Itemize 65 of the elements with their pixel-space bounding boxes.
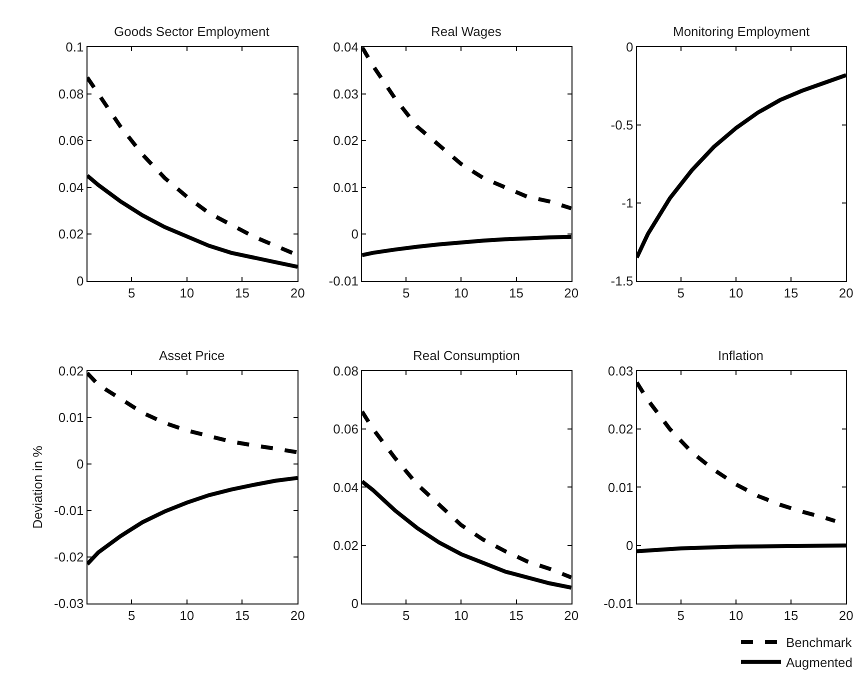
y-tick-label: 0.01 xyxy=(608,480,634,495)
y-tick-label: 0 xyxy=(626,538,634,553)
y-tick-label: 0 xyxy=(351,226,358,242)
x-tick-label: 20 xyxy=(290,285,305,300)
x-tick-label: 15 xyxy=(235,608,250,624)
x-tick-label: 10 xyxy=(180,608,194,624)
legend-label: Augmented xyxy=(786,654,852,670)
x-tick-label: 15 xyxy=(784,285,798,300)
y-tick-label: 0.08 xyxy=(333,363,358,378)
y-axis-title: Deviation in % xyxy=(30,445,45,529)
y-tick-label: 0.02 xyxy=(58,363,84,378)
y-tick-label: 0.06 xyxy=(58,133,84,148)
y-tick-label: 0.04 xyxy=(333,40,358,55)
chart-title: Asset Price xyxy=(159,348,225,363)
y-tick-label: 0.06 xyxy=(333,422,358,437)
x-tick-label: 15 xyxy=(235,285,250,300)
x-tick-label: 15 xyxy=(784,608,798,624)
x-tick-label: 10 xyxy=(728,608,744,624)
y-tick-label: -0.5 xyxy=(610,118,634,133)
legend-label: Benchmark xyxy=(786,635,852,650)
x-tick-label: 15 xyxy=(509,285,524,300)
x-tick-label: 10 xyxy=(454,608,468,624)
chart-title: Inflation xyxy=(718,348,764,363)
y-tick-label: 0.03 xyxy=(608,363,634,378)
y-tick-label: 0 xyxy=(626,40,634,55)
x-tick-label: 5 xyxy=(402,608,410,624)
x-tick-label: 20 xyxy=(564,285,579,300)
chart-title: Goods Sector Employment xyxy=(114,24,270,39)
chart-title: Monitoring Employment xyxy=(673,24,810,39)
x-tick-label: 20 xyxy=(564,608,579,624)
x-tick-label: 5 xyxy=(402,285,410,300)
y-tick-label: -0.02 xyxy=(54,550,84,565)
x-tick-label: 10 xyxy=(728,285,744,300)
y-tick-label: 0 xyxy=(351,596,358,612)
y-tick-label: -1.5 xyxy=(610,273,634,288)
x-tick-label: 10 xyxy=(180,285,194,300)
y-tick-label: 0.02 xyxy=(608,422,634,437)
x-tick-label: 10 xyxy=(454,285,468,300)
x-tick-label: 5 xyxy=(128,608,136,624)
y-tick-label: -0.03 xyxy=(54,596,84,612)
x-tick-label: 20 xyxy=(838,608,854,624)
x-tick-label: 20 xyxy=(838,285,854,300)
y-tick-label: 0.08 xyxy=(58,86,84,102)
y-tick-label: -1 xyxy=(622,195,634,210)
x-tick-label: 20 xyxy=(290,608,305,624)
y-tick-label: -0.01 xyxy=(604,596,634,612)
y-tick-label: 0.1 xyxy=(66,40,84,55)
y-tick-label: 0.02 xyxy=(58,226,84,242)
y-tick-label: 0 xyxy=(76,456,84,472)
y-tick-label: 0.01 xyxy=(58,410,84,425)
y-tick-label: -0.01 xyxy=(328,273,358,288)
y-tick-label: 0.04 xyxy=(333,480,358,495)
chart-title: Real Consumption xyxy=(413,348,520,363)
y-tick-label: 0.03 xyxy=(333,86,358,102)
x-tick-label: 5 xyxy=(677,285,684,300)
x-tick-label: 5 xyxy=(677,608,684,624)
y-tick-label: 0.02 xyxy=(333,538,358,553)
x-tick-label: 15 xyxy=(509,608,524,624)
y-tick-label: 0.02 xyxy=(333,133,358,148)
chart-title: Real Wages xyxy=(431,24,502,39)
y-tick-label: 0.04 xyxy=(58,180,84,195)
y-tick-label: -0.01 xyxy=(54,503,84,518)
y-tick-label: 0 xyxy=(76,273,84,288)
x-tick-label: 5 xyxy=(128,285,136,300)
y-tick-label: 0.01 xyxy=(333,180,358,195)
